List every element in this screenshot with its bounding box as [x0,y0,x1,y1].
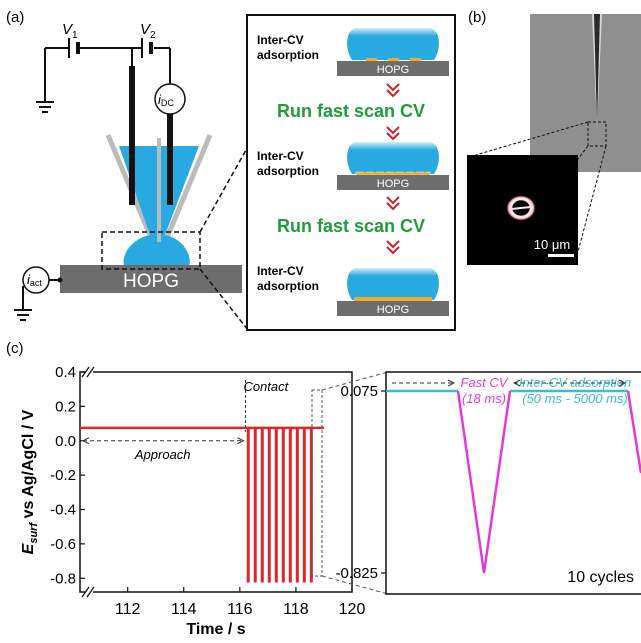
panel-c: (c) 0.4 0.2 0.0 -0.2 -0.4 -0.6 -0.8 112 114 116 11… [6,340,641,638]
y-tick-label: 0.4 [55,364,76,381]
inset-frame [385,371,641,595]
x-axis-label: Time / s [186,621,245,638]
chevron-icon [386,196,400,211]
battery-v1 [68,38,80,58]
x-tick-label: 114 [171,601,197,618]
inset-y-tick-label: 0.075 [340,383,378,400]
panel-a: (a) V1 V2 iDC [6,9,249,331]
y-tick-label: -0.2 [50,467,76,484]
svg-text:Inter-CV: Inter-CV [257,264,304,278]
svg-text:adsorption: adsorption [257,279,319,293]
svg-text:HOPG: HOPG [377,64,409,76]
approach-label: Approach [134,447,191,462]
scale-bar-label: 10 μm [534,237,570,252]
run-cv-1: Run fast scan CV [277,101,425,121]
chevron-icon [386,240,400,255]
panel-b: (b) 10 μm [467,9,641,265]
fast-cv-sweep [456,390,512,574]
fast-cv-duration: (18 ms) [462,391,506,406]
chevron-icon [386,83,400,98]
y-tick-label: -0.4 [50,502,76,519]
svg-text:HOPG: HOPG [377,304,409,316]
v2-label: V2 [140,21,156,41]
y-tick-label: 0.2 [55,398,76,415]
adsorption-step-3: Inter-CV adsorption HOPG [257,264,449,316]
iact-ammeter: iact [14,266,63,321]
axis-break-gap [85,586,93,598]
v1-label: V1 [62,21,78,41]
x-tick-label: 116 [227,601,253,618]
circuit [36,47,171,113]
adsorption-step-1: Inter-CV adsorption HOPG [257,28,449,76]
y-axis-label: Esurf vs Ag/AgCl / V [20,409,40,554]
fast-cv-sweep [626,390,641,474]
x-tick-label: 120 [339,601,366,618]
scale-bar [548,254,574,257]
y-tick-label: -0.6 [50,536,76,553]
step-sequence: Inter-CV adsorption HOPG Run fast scan C… [246,14,456,331]
panel-a-label: (a) [6,9,24,26]
panel-b-label: (b) [468,9,486,26]
axis-break-mark [86,366,95,378]
svg-text:iDC: iDC [158,92,174,108]
hopg-label: HOPG [123,271,179,292]
battery-v2 [141,38,153,58]
svg-text:iact: iact [27,272,42,288]
adsorption-step-2: Inter-CV adsorption HOPG [257,142,449,190]
idc-ammeter: iDC [154,83,186,115]
panel-c-label: (c) [6,340,24,357]
inset-y-tick-label: -0.825 [335,565,378,582]
axis-break-mark [86,586,95,598]
inter-cv-duration: (50 ms - 5000 ms) [522,391,627,406]
svg-text:adsorption: adsorption [257,164,319,178]
axis-break-mark [81,586,90,598]
zoom-region [311,389,323,577]
run-cv-2: Run fast scan CV [277,216,425,236]
svg-text:Inter-CV: Inter-CV [257,149,304,163]
y-tick-label: 0.0 [55,433,76,450]
pipette-micrograph [530,14,641,172]
plot-frame [79,371,353,593]
svg-text:Inter-CV: Inter-CV [257,33,304,47]
axis-break-mark [81,366,90,378]
svg-text:adsorption: adsorption [257,48,319,62]
svg-text:HOPG: HOPG [377,178,409,190]
axis-break-gap [85,366,93,378]
x-tick-label: 118 [283,601,309,618]
zoom-box [101,231,201,270]
cycles-label: 10 cycles [567,569,634,586]
fast-cv-label: Fast CV [461,375,509,390]
main-chart: 0.4 0.2 0.0 -0.2 -0.4 -0.6 -0.8 112 114 116 118 120… [20,364,365,638]
pipette [105,134,213,268]
x-tick-label: 112 [115,601,141,618]
y-tick-label: -0.8 [50,570,76,587]
chevron-icon [386,126,400,141]
contact-label: Contact [243,379,289,394]
